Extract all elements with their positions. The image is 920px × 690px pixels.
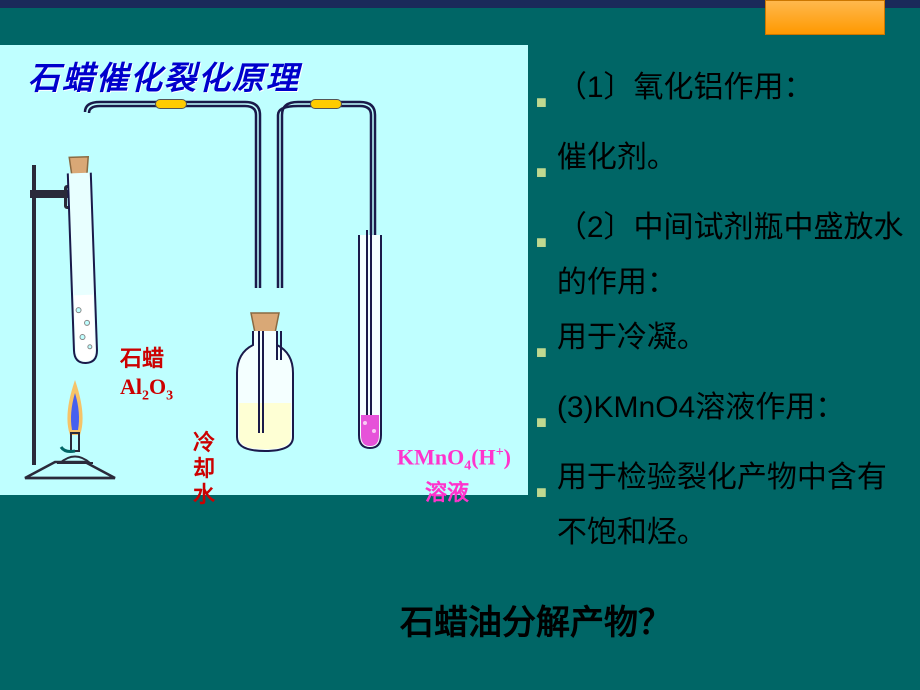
- bullet-text: (3)KMnO4溶液作用：: [557, 380, 906, 435]
- bullet-row: ■ （1〕氧化铝作用：: [536, 60, 906, 130]
- label-kmno4: KMnO4(H+) 溶液: [397, 440, 511, 506]
- label-kmno4-sup: +: [496, 445, 504, 460]
- bullet-row: ■ (3)KMnO4溶液作用：: [536, 380, 906, 450]
- diagram-title: 石蜡催化裂化原理: [28, 53, 300, 99]
- label-paraffin-line1: 石蜡: [120, 346, 164, 371]
- bullet-text: 催化剂。: [557, 130, 906, 185]
- kmno4-tube: [355, 235, 385, 450]
- apparatus-svg: 石蜡 Al2O3 冷却水 KMnO4(H+) 溶液: [0, 100, 528, 495]
- bullet-text: （2〕中间试剂瓶中盛放水的作用：: [557, 200, 906, 310]
- text-column: ■ （1〕氧化铝作用： ■ 催化剂。 ■ （2〕中间试剂瓶中盛放水的作用： ■ …: [536, 60, 906, 560]
- bullet-icon: ■: [536, 215, 547, 270]
- bullet-icon: ■: [536, 75, 547, 130]
- tube-bead-2: [310, 99, 342, 109]
- label-kmno4-h: (H: [471, 444, 495, 469]
- label-o: O: [149, 374, 166, 399]
- label-kmno4-close: ): [504, 444, 511, 469]
- bullet-text: （1〕氧化铝作用：: [557, 60, 906, 115]
- label-paraffin: 石蜡 Al2O3: [120, 345, 173, 410]
- bullet-icon: ■: [536, 465, 547, 520]
- bullet-icon: ■: [536, 325, 547, 380]
- cooling-bottle: [225, 325, 305, 455]
- label-kmno4-line2: 溶液: [425, 480, 469, 505]
- bullet-row: ■ （2〕中间试剂瓶中盛放水的作用：: [536, 200, 906, 310]
- bullet-text: 用于检验裂化产物中含有不饱和烃。: [557, 450, 906, 560]
- tube-bead-1: [155, 99, 187, 109]
- bottom-question: 石蜡油分解产物？: [400, 595, 672, 644]
- bullet-row: ■ 用于冷凝。: [536, 310, 906, 380]
- bullet-row: ■ 催化剂。: [536, 130, 906, 200]
- bullet-icon: ■: [536, 395, 547, 450]
- heated-tube: [62, 164, 104, 365]
- label-o-sub: 3: [166, 388, 173, 403]
- stand-pole: [32, 165, 36, 465]
- diagram-area: 石蜡催化裂化原理: [0, 45, 528, 495]
- bullet-text: 用于冷凝。: [557, 310, 906, 365]
- bullet-row: ■ 用于检验裂化产物中含有不饱和烃。: [536, 450, 906, 560]
- label-al-sub1: 2: [142, 388, 149, 403]
- bullet-icon: ■: [536, 145, 547, 200]
- label-al: Al: [120, 374, 142, 399]
- top-accent: [765, 0, 885, 35]
- label-kmno4-pre: KMnO: [397, 444, 464, 469]
- bunsen-burner: [55, 405, 95, 465]
- label-cooling-water: 冷却水: [189, 430, 219, 508]
